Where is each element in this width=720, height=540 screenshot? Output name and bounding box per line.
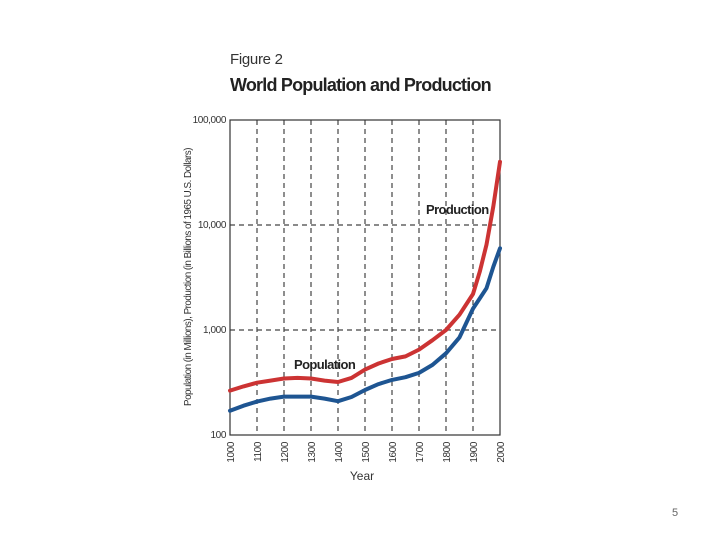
population-series-label: Population — [294, 357, 356, 372]
y-tick-label: 1,000 — [203, 325, 227, 336]
x-tick-label: 1600 — [388, 441, 399, 462]
production-series-label: Production — [426, 202, 489, 217]
x-tick-label: 1200 — [280, 441, 291, 462]
x-tick-label: 1800 — [442, 441, 453, 462]
page-number: 5 — [672, 507, 679, 519]
y-axis-label: Population (in Millions), Production (in… — [183, 148, 194, 406]
chart-title: World Population and Production — [230, 75, 492, 95]
y-tick-label: 10,000 — [198, 220, 227, 231]
y-tick-label: 100,000 — [193, 115, 227, 126]
x-axis-label: Year — [350, 469, 374, 483]
series-line-population — [228, 246, 502, 413]
plot-frame — [229, 119, 501, 436]
x-tick-label: 1400 — [334, 441, 345, 462]
x-tick-label: 1700 — [415, 441, 426, 462]
x-tick-label: 1100 — [253, 441, 264, 462]
x-tick-label: 1500 — [361, 441, 372, 462]
series-line-production — [228, 159, 502, 393]
x-tick-label: 1900 — [469, 441, 480, 462]
x-tick-label: 2000 — [496, 441, 507, 462]
x-tick-label: 1300 — [307, 441, 318, 462]
x-tick-label: 1000 — [226, 441, 237, 462]
figure-kicker: Figure 2 — [230, 51, 283, 68]
y-tick-label: 100 — [211, 430, 227, 441]
